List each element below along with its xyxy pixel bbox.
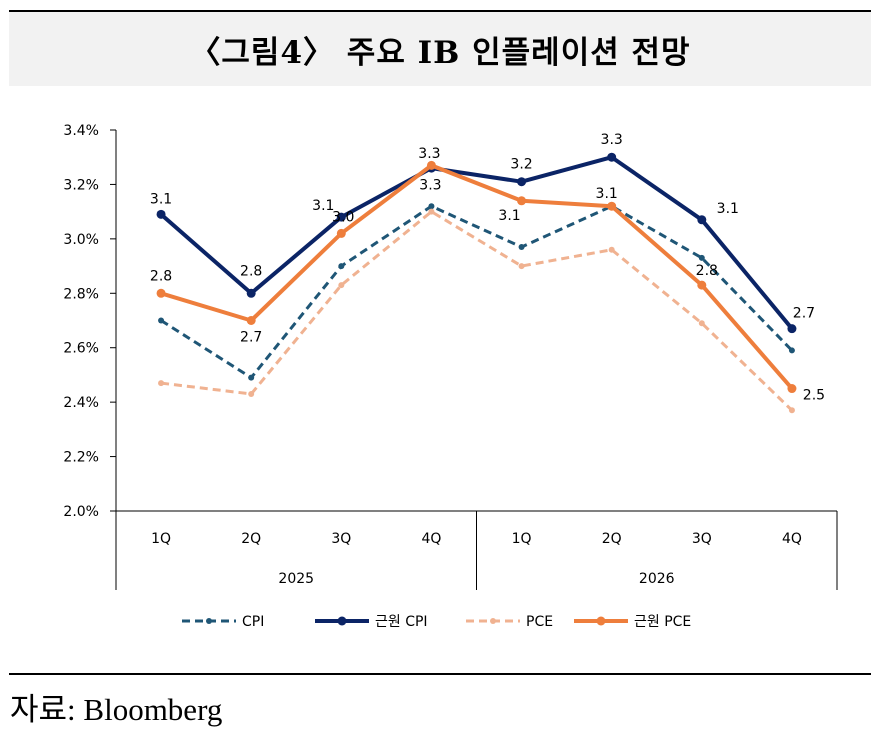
data-point — [428, 203, 435, 210]
data-point — [517, 196, 527, 206]
y-tick-label: 3.4% — [63, 123, 99, 139]
data-label: 3.3 — [601, 132, 623, 148]
data-point — [698, 254, 705, 261]
data-point — [787, 324, 797, 334]
x-tick-label: 1Q — [151, 531, 171, 547]
legend-marker — [596, 616, 606, 626]
x-tick-label: 3Q — [331, 531, 351, 547]
data-point — [607, 152, 617, 162]
data-point — [248, 374, 255, 381]
legend-marker — [206, 618, 212, 624]
y-tick-label: 3.0% — [63, 232, 99, 248]
y-tick-label: 3.2% — [63, 177, 99, 193]
x-tick-label: 2Q — [602, 531, 622, 547]
data-label: 2.8 — [150, 268, 172, 284]
data-point — [607, 201, 617, 211]
y-tick-label: 2.8% — [63, 286, 99, 302]
legend-label: PCE — [526, 614, 553, 630]
series-line — [159, 155, 794, 330]
data-label: 2.8 — [240, 263, 262, 279]
data-point — [246, 316, 256, 325]
data-label: 2.7 — [793, 306, 815, 322]
x-tick-label: 4Q — [782, 531, 802, 547]
data-point — [336, 228, 346, 238]
x-tick-label: 2Q — [241, 531, 261, 547]
bottom-rule — [9, 673, 871, 675]
data-label: 3.1 — [596, 186, 618, 202]
title-bar: 〈그림4〉 주요 IB 인플레이션 전망 — [9, 10, 871, 86]
data-label: 3.1 — [498, 208, 520, 224]
x-tick-label: 4Q — [421, 531, 441, 547]
data-point — [608, 246, 615, 253]
source-note: 자료: Bloomberg — [10, 692, 223, 727]
legend-label: 근원 PCE — [634, 614, 691, 630]
data-point — [246, 288, 256, 298]
line-chart: 2.0% 2.2% 2.4% 2.6% 2.8% 3.0% 3.2% 3.4% 1Q 2Q 3Q 4Q… — [63, 123, 838, 630]
data-point — [788, 407, 795, 414]
y-tick-label: 2.0% — [63, 504, 99, 520]
y-tick-label: 2.6% — [63, 341, 99, 357]
data-label: 2.7 — [240, 330, 262, 346]
series-line — [160, 163, 794, 390]
data-point — [518, 263, 525, 270]
data-point — [426, 160, 436, 170]
data-point — [787, 384, 797, 394]
series-line — [160, 210, 793, 412]
series-line — [160, 204, 794, 380]
data-point — [338, 282, 345, 289]
data-point — [697, 280, 707, 290]
data-label: 2.5 — [803, 388, 825, 404]
y-tick-label: 2.2% — [63, 450, 99, 466]
legend-label: CPI — [242, 614, 264, 630]
data-label: 3.3 — [418, 146, 440, 162]
data-point — [428, 208, 435, 215]
data-point — [158, 317, 165, 324]
data-point — [517, 177, 527, 187]
data-label: 3.2 — [510, 157, 532, 173]
legend-marker — [490, 618, 496, 624]
chart-title: 〈그림4〉 주요 IB 인플레이션 전망 — [189, 35, 691, 71]
data-label: 3.1 — [312, 198, 334, 214]
data-label: 3.1 — [150, 191, 172, 207]
x-tick-label: 3Q — [692, 531, 712, 547]
data-point — [697, 215, 707, 225]
data-point — [698, 320, 705, 327]
data-point — [336, 212, 346, 222]
legend-marker — [337, 616, 347, 626]
data-label: 3.0 — [332, 209, 354, 225]
data-point — [156, 288, 166, 298]
legend-label: 근원 CPI — [375, 614, 428, 630]
data-point — [338, 263, 345, 270]
data-point — [788, 347, 795, 354]
data-point — [248, 390, 255, 397]
data-label: 2.8 — [696, 263, 718, 279]
data-point — [158, 380, 165, 387]
data-label: 3.3 — [419, 177, 441, 193]
y-tick-label: 2.4% — [63, 395, 99, 411]
x-tick-label: 1Q — [512, 531, 532, 547]
data-point — [518, 244, 525, 251]
x-group-label: 2025 — [278, 571, 314, 587]
x-group-label: 2026 — [639, 571, 675, 587]
data-point — [156, 209, 166, 219]
data-label: 3.1 — [717, 201, 739, 217]
